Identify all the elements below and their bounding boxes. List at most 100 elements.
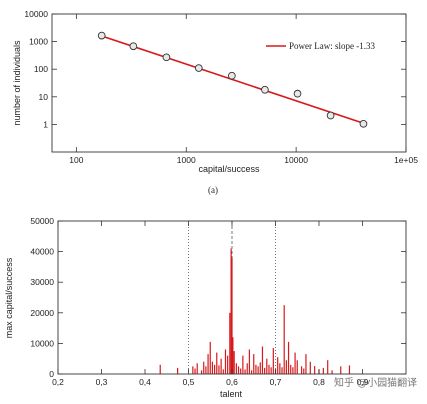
chart-b-x-tick-label: 0,3 [96, 377, 108, 387]
chart-b-bar [233, 351, 235, 374]
chart-a-point [227, 71, 236, 80]
chart-b-bar [248, 349, 250, 374]
chart-b-xlabel: talent [220, 389, 243, 399]
chart-b-bar [264, 367, 266, 374]
chart-a: 1 10 100 1000 10000 100 1000 10000 1e+05 Power … [12, 9, 418, 195]
chart-b-x-ticks: 0,2 0,3 0,4 0,5 0,6 0,7 0,8 0,9 [52, 221, 369, 387]
chart-b-bars [159, 248, 351, 374]
chart-b-bar [303, 368, 305, 374]
chart-b-bar [237, 366, 240, 374]
chart-b-bar [200, 370, 203, 374]
chart-b-bar [235, 363, 237, 374]
watermark-text: 知乎 @小园猫翻译 [334, 376, 417, 389]
chart-b-bar [277, 357, 279, 374]
chart-b-bar [296, 360, 298, 374]
chart-b-x-tick-label: 0,8 [313, 377, 325, 387]
chart-a-x-tick-label: 10000 [284, 155, 308, 165]
chart-b-y-tick-label: 50000 [30, 216, 54, 226]
chart-a-point [326, 111, 335, 120]
chart-b-bar [216, 352, 218, 374]
chart-b-bar [301, 366, 303, 374]
chart-b-bar [292, 367, 294, 374]
chart-a-x-tick-label: 1e+05 [394, 155, 418, 165]
chart-b-bar [285, 360, 287, 374]
chart-a-caption: (a) [208, 185, 218, 195]
chart-b-bar [203, 361, 205, 374]
chart-b-bar [220, 358, 222, 374]
chart-a-y-tick-label: 1000 [29, 37, 48, 47]
chart-b-bar [231, 257, 233, 374]
chart-b-y-tick-label: 20000 [30, 308, 54, 318]
chart-b-bar [294, 352, 296, 374]
chart-a-y-tick-label: 1 [43, 119, 48, 129]
legend: Power Law: slope -1.33 [266, 41, 375, 51]
chart-a-point [359, 119, 368, 128]
chart-a-ylabel: number of individuals [12, 40, 22, 126]
chart-b-bar [224, 349, 227, 374]
chart-b-bar [192, 366, 194, 374]
chart-b-bar [331, 370, 333, 374]
chart-b-x-tick-label: 0,4 [139, 377, 151, 387]
chart-b-y-tick-label: 40000 [30, 247, 54, 257]
chart-b-bar [261, 346, 264, 374]
chart-a-x-tick-label: 100 [69, 155, 83, 165]
chart-b-bar [214, 364, 216, 374]
chart-a-points [97, 31, 368, 128]
chart-b-bar [305, 354, 307, 374]
chart-b-bar [159, 364, 161, 374]
power-law-fit-line [101, 35, 364, 125]
chart-b-y-tick-label: 10000 [30, 338, 54, 348]
chart-b-bar [244, 369, 246, 374]
chart-b-bar [268, 364, 270, 374]
chart-a-point [261, 85, 269, 94]
chart-b-bar [207, 354, 209, 374]
chart-b-x-tick-label: 0,9 [357, 377, 369, 387]
legend-label: Power Law: slope -1.33 [289, 41, 375, 51]
chart-b-bar [340, 366, 342, 374]
chart-b-bar [196, 363, 198, 374]
chart-b-bar [348, 365, 351, 374]
chart-b-bar [246, 363, 248, 374]
chart-b-y-tick-label: 0 [49, 369, 54, 379]
chart-b-bar [177, 367, 179, 374]
chart-a-point [194, 64, 203, 72]
chart-a-frame [51, 13, 407, 153]
chart-b-bar [229, 312, 231, 374]
chart-a-point [293, 89, 302, 98]
chart-b-bar [259, 362, 261, 374]
chart-b-y-ticks: 0 10000 20000 30000 40000 50000 [30, 216, 406, 379]
chart-b-bar [240, 368, 242, 374]
chart-b-bar [227, 355, 229, 374]
chart-b-bar [218, 365, 220, 374]
chart-b-bar [211, 361, 214, 374]
chart-b-bar [230, 248, 232, 374]
chart-b-bar [309, 361, 311, 374]
chart-b-bar [222, 369, 224, 374]
chart-b-bar [255, 364, 257, 374]
chart-b-bar [327, 360, 329, 374]
chart-b-bar [314, 366, 316, 374]
chart-b-bar [290, 364, 292, 374]
chart-b-bar [194, 368, 196, 374]
chart-a-x-ticks: 100 1000 10000 1e+05 [69, 14, 418, 165]
chart-b-bar [250, 370, 253, 374]
chart-a-point [162, 53, 171, 62]
chart-a-point [129, 42, 138, 51]
chart-b-bar [279, 363, 281, 374]
chart-a-xlabel: capital/success [198, 164, 260, 174]
chart-b-x-tick-label: 0,6 [226, 377, 238, 387]
chart-a-x-tick-label: 1000 [177, 155, 196, 165]
chart-b-bar [266, 358, 268, 374]
chart-a-y-tick-label: 10 [39, 92, 49, 102]
chart-b-bar [253, 354, 255, 374]
chart-b-bar [205, 366, 207, 374]
chart-b-x-tick-label: 0,7 [270, 377, 282, 387]
chart-b-x-tick-label: 0,2 [52, 377, 64, 387]
chart-b-bar [322, 367, 324, 374]
chart-b-bar [272, 347, 274, 374]
chart-b-bar [242, 355, 244, 374]
chart-b-x-tick-label: 0,5 [183, 377, 195, 387]
chart-b-y-tick-label: 30000 [30, 277, 54, 287]
